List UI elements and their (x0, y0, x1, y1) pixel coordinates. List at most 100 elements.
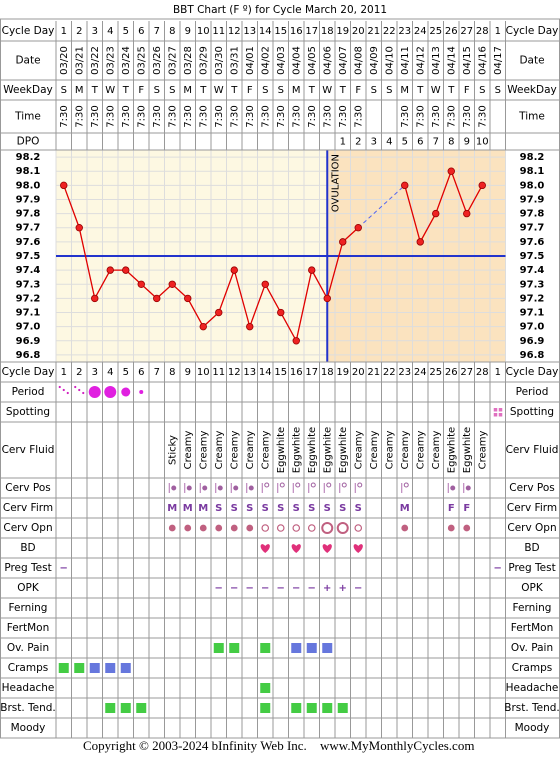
cerv-opn-mark (261, 524, 270, 532)
times-cell: 7:30 (322, 105, 333, 127)
y-tick-label: 98.2 (16, 152, 41, 163)
weekdays-cell: W (322, 85, 332, 96)
symbol-text: − (261, 583, 269, 594)
weekdays-cell: S (154, 85, 160, 96)
dates-cell: 04/04 (291, 46, 302, 75)
cycle-day-cell: 19 (336, 367, 349, 378)
cerv-fluid-text: Eggwhite (276, 427, 287, 473)
cycle-day-cell: 13 (243, 367, 256, 378)
spot (498, 413, 503, 417)
dates-cell: 04/10 (384, 46, 395, 75)
temp-point (106, 266, 114, 274)
row-label: Date (15, 55, 40, 67)
y-tick-label: 97.6 (16, 237, 41, 248)
cycle-day-cell: 4 (107, 367, 113, 378)
dates-cell: 04/13 (431, 46, 442, 75)
cerv-pos-dot (202, 485, 208, 491)
row-label: Cerv Pos (5, 482, 51, 494)
row-label: Headache (2, 682, 55, 694)
cerv-fluid-text: Creamy (353, 431, 364, 470)
row-label: Period (12, 386, 45, 398)
spot (498, 408, 503, 412)
dates-cell: 03/23 (105, 46, 116, 75)
dates-cell: 04/09 (369, 46, 380, 75)
cycle_days-cell: 12 (228, 26, 241, 37)
times-cell: 7:30 (198, 105, 209, 127)
cerv-pos-dot (171, 485, 177, 491)
row-label-right: Cycle Day (506, 366, 559, 378)
dates-cell: 03/22 (90, 46, 101, 75)
dot (78, 388, 81, 392)
dpo-cell: 10 (476, 137, 489, 148)
cycle_days-cell: 11 (212, 26, 225, 37)
dates-cell: 03/21 (74, 46, 85, 75)
weekdays-cell: T (230, 85, 238, 96)
temp-point (91, 294, 99, 303)
dates-cell: 04/14 (446, 46, 457, 75)
dates-cell: 03/25 (136, 46, 147, 75)
copyright: Copyright © 2003-2024 bInfinity Web Inc. (83, 738, 307, 753)
row-label: Cerv Fluid (2, 444, 55, 456)
cerv-fluid-text: Creamy (229, 431, 240, 470)
weekdays-cell: S (278, 85, 284, 96)
cycle_days-cell: 28 (476, 26, 489, 37)
temp-point (292, 337, 300, 345)
weekdays-cell: S (262, 85, 268, 96)
cycle-day-cell: 15 (274, 367, 287, 378)
row-label-right: Ferning (513, 602, 552, 614)
cerv-fluid-text: Creamy (198, 431, 209, 470)
y-tick-label-right: 97.7 (520, 223, 545, 234)
times-cell: 7:30 (105, 105, 116, 127)
row-label: Ov. Pain (7, 642, 49, 654)
cycle-day-cell: 23 (398, 367, 411, 378)
period-mark (121, 387, 131, 397)
dot (62, 388, 65, 392)
chart-title: BBT Chart (F º) for Cycle March 20, 2011 (173, 4, 387, 16)
symbol-text: − (230, 583, 238, 594)
cerv-fluid-text: Creamy (260, 431, 271, 470)
dates-cell: 03/28 (183, 46, 194, 75)
dates-cell: 04/08 (353, 46, 364, 75)
cycle_days-cell: 18 (321, 26, 334, 37)
cycle_days-cell: 21 (367, 26, 380, 37)
y-tick-label: 97.7 (16, 223, 41, 234)
weekdays-cell: T (199, 85, 207, 96)
times-cell: 7:30 (152, 105, 163, 127)
symptom-mark (136, 703, 147, 713)
dpo-cell: 9 (464, 137, 470, 148)
row-label-right: Cerv Firm (507, 502, 557, 514)
dot (66, 391, 69, 395)
cerv-fluid-text: Creamy (183, 431, 194, 470)
dates-cell: 03/29 (198, 46, 209, 75)
symptom-mark (260, 703, 271, 713)
cerv-opn-mark (184, 524, 192, 532)
row-label-right: Cycle Day (506, 25, 559, 37)
weekdays-cell: M (292, 85, 301, 96)
symbol-text: M (167, 503, 177, 514)
cycle-day-cell: 17 (305, 367, 318, 378)
cycle-day-cell: 1 (495, 367, 501, 378)
cerv-pos-dot (450, 485, 456, 491)
row-label-right: FertMon (511, 622, 554, 634)
times-cell: 7:30 (431, 105, 442, 127)
row-label: BD (20, 542, 35, 554)
bd-heart (353, 544, 363, 553)
temp-point (323, 294, 331, 303)
weekdays-cell: W (105, 85, 115, 96)
temp-line (404, 169, 483, 244)
symptom-mark (322, 703, 333, 713)
cerv-fluid-text: Creamy (431, 431, 442, 470)
temp-point (215, 308, 223, 317)
times-cell: 7:30 (477, 105, 488, 127)
spotting-mark (493, 408, 503, 417)
y-tick-label-right: 97.9 (520, 194, 545, 205)
cerv-opn-mark (292, 524, 301, 532)
row-label: DPO (17, 136, 40, 148)
cycle_days-cell: 2 (76, 26, 82, 37)
cerv-pos-dot (341, 482, 347, 488)
cerv-opn-mark (321, 522, 334, 534)
y-tick-label: 97.8 (16, 209, 41, 220)
row-label-right: Time (518, 111, 545, 123)
cycle-day-cell: 8 (169, 367, 175, 378)
row-label: Cerv Opn (3, 522, 52, 534)
